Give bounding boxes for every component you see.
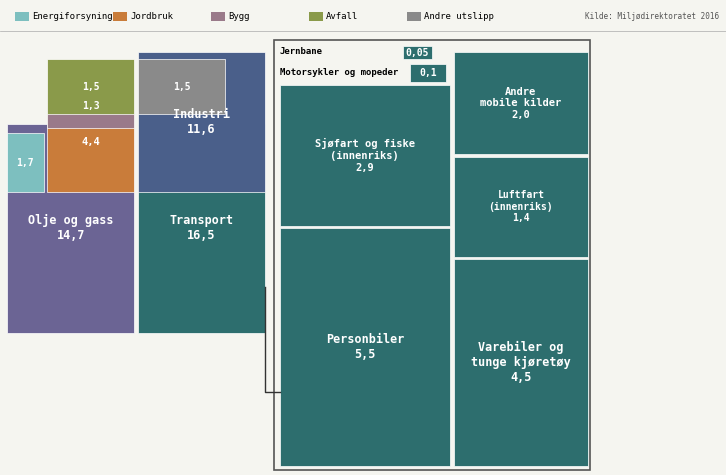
Bar (7, 124, 134, 332)
Text: 1,5: 1,5 (173, 82, 190, 92)
Bar (47, 59, 134, 114)
Text: Olje og gass
14,7: Olje og gass 14,7 (28, 214, 113, 242)
Text: Andre
mobile kilder
2,0: Andre mobile kilder 2,0 (481, 87, 561, 120)
Bar (211, 12, 225, 21)
Bar (410, 64, 446, 82)
Text: Luftfart
(innenriks)
1,4: Luftfart (innenriks) 1,4 (489, 190, 553, 223)
Text: Bygg: Bygg (228, 12, 250, 21)
Bar (454, 52, 588, 154)
Text: 4,4: 4,4 (81, 137, 100, 148)
Bar (454, 259, 588, 466)
Bar (47, 93, 134, 192)
Bar (280, 228, 450, 466)
Bar (7, 133, 44, 192)
Bar (138, 124, 265, 332)
Bar (113, 12, 127, 21)
Text: Jernbane: Jernbane (280, 48, 322, 56)
Bar (407, 12, 421, 21)
Text: 0,05: 0,05 (406, 48, 429, 58)
Text: Motorsykler og mopeder: Motorsykler og mopeder (280, 68, 398, 77)
Bar (138, 52, 265, 192)
Text: Andre utslipp: Andre utslipp (424, 12, 494, 21)
Bar (309, 12, 323, 21)
Text: 0,1: 0,1 (420, 67, 437, 78)
Bar (15, 12, 29, 21)
Text: Industri
11,6: Industri 11,6 (173, 108, 230, 136)
Text: 1,3: 1,3 (82, 101, 99, 111)
Text: Transport
16,5: Transport 16,5 (169, 214, 234, 242)
Bar (47, 83, 134, 128)
Text: Varebiler og
tunge kjøretøy
4,5: Varebiler og tunge kjøretøy 4,5 (471, 341, 571, 384)
Bar (138, 59, 225, 114)
Text: 1,7: 1,7 (17, 158, 34, 168)
Text: Avfall: Avfall (326, 12, 358, 21)
Bar (280, 86, 450, 226)
Bar (274, 40, 590, 470)
Text: 1,5: 1,5 (82, 82, 99, 92)
Text: Jordbruk: Jordbruk (130, 12, 173, 21)
Bar (454, 157, 588, 256)
Text: Kilde: Miljødirektoratet 2016: Kilde: Miljødirektoratet 2016 (584, 12, 719, 21)
Text: Personbiler
5,5: Personbiler 5,5 (326, 333, 404, 361)
Text: Sjøfart og fiske
(innenriks)
2,9: Sjøfart og fiske (innenriks) 2,9 (315, 138, 415, 173)
Bar (403, 46, 432, 59)
Text: Energiforsyning: Energiforsyning (32, 12, 113, 21)
